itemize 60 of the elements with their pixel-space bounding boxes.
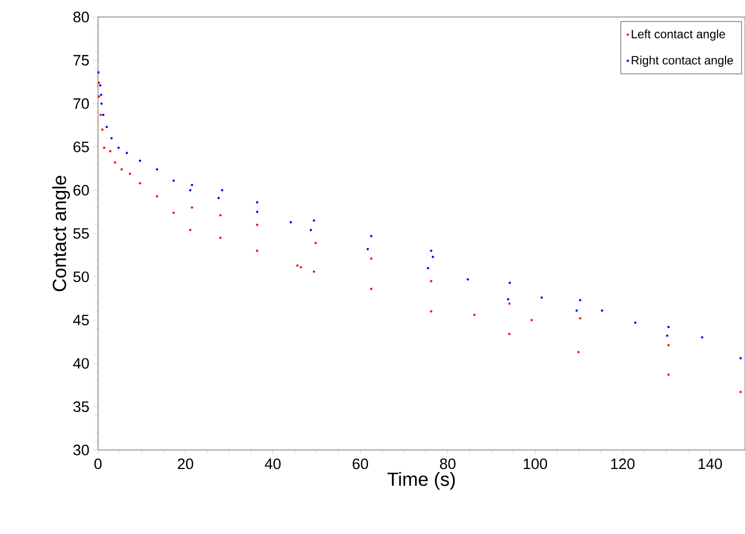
point [578,317,582,320]
point [120,168,123,171]
y-tick-label: 60 [74,184,89,196]
y-tick-label: 50 [73,271,89,282]
x-axis-title: Time (s) [387,472,455,490]
x-tick-label: 20 [178,458,194,470]
point [220,188,224,192]
x-tick-label: 120 [611,458,635,470]
x-tick-label: 0 [94,458,102,470]
point [430,310,432,313]
point [296,264,299,267]
point [430,250,432,252]
point [666,334,668,337]
point [578,298,582,302]
point [466,278,470,281]
point [530,318,533,322]
point [98,84,102,87]
y-tick-label: 80 [73,12,89,22]
point [114,161,116,164]
y-tick-label: 35 [73,401,89,412]
point [97,71,100,74]
point [172,179,175,182]
x-tick-label: 100 [524,458,548,470]
point [700,336,704,339]
y-tick-label: 55 [73,228,89,239]
legend-label: Right contact angle [632,56,733,67]
x-tick-label: 80 [440,458,456,470]
point [310,228,312,232]
point [667,373,670,376]
point [577,350,580,354]
point [256,250,258,252]
point [430,280,432,282]
point [101,128,104,131]
point [506,298,510,301]
y-tick-label: 45 [73,314,89,326]
point [98,82,100,84]
legend-label: Left contact angle [632,30,726,41]
point [667,326,670,328]
point [256,224,258,226]
point [219,214,222,217]
point [217,196,220,200]
y-tick-label: 30 [73,444,89,456]
x-tick-label: 60 [352,458,368,470]
point [126,152,128,154]
point [156,168,158,171]
point [256,201,258,204]
y-tick-label: 40 [73,358,89,369]
y-axis-title: Contact angle [52,176,70,292]
point [508,282,512,284]
y-tick-label: 75 [74,55,89,66]
y-tick-label: 65 [74,142,89,152]
y-tick-label: 70 [74,98,89,109]
point [575,309,578,312]
point [99,114,102,116]
point [256,210,258,214]
point [100,102,103,105]
x-tick-label: 140 [698,458,722,470]
point [600,309,604,312]
x-tick-label: 40 [264,458,281,470]
point [219,236,222,240]
